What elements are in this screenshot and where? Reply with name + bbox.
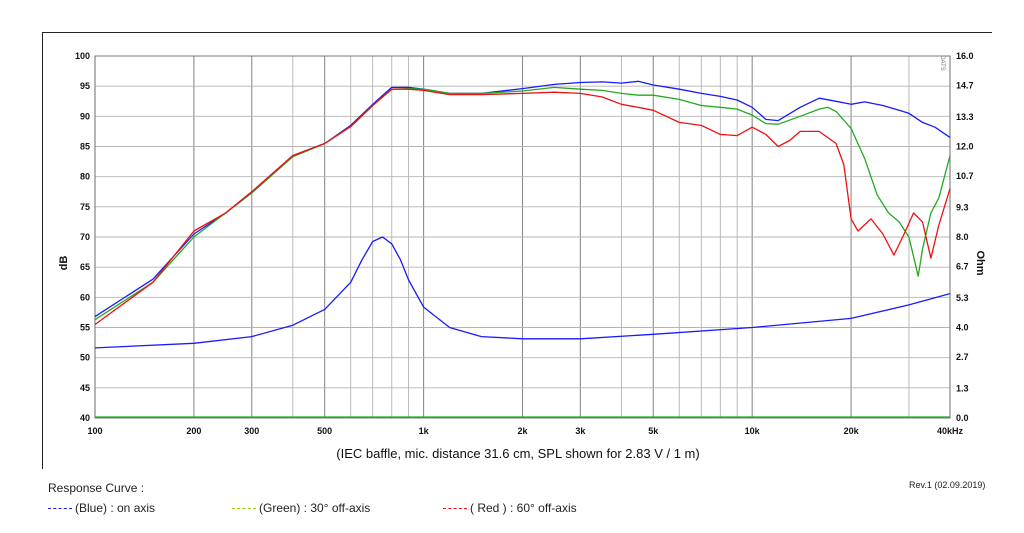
revision-label: Rev.1 (02.09.2019) (909, 480, 986, 490)
x-tick-label: 100 (87, 426, 102, 436)
legend-item-green: (Green) : 30° off-axis (232, 501, 370, 515)
x-tick-label: 300 (244, 426, 259, 436)
legend-label: ( Red ) : 60° off-axis (470, 501, 577, 515)
y-tick-label: 85 (80, 142, 90, 152)
y-tick-label: 70 (80, 232, 90, 242)
y-tick-label: 100 (75, 51, 90, 61)
y2-tick-label: 4.0 (956, 323, 969, 333)
y2-tick-label: 6.7 (956, 261, 969, 271)
y2-tick-label: 5.3 (956, 293, 969, 303)
legend-swatch (48, 508, 72, 510)
y-tick-label: 50 (80, 353, 90, 363)
x-tick-label: 3k (575, 426, 586, 436)
chart-caption: (IEC baffle, mic. distance 31.6 cm, SPL … (336, 446, 699, 461)
y2-tick-label: 1.3 (956, 384, 969, 394)
x-tick-label: 500 (317, 426, 332, 436)
y-tick-label: 80 (80, 172, 90, 182)
x-tick-label: 10k (745, 426, 761, 436)
legend-swatch (232, 508, 256, 510)
y2-tick-label: 12.0 (956, 142, 974, 152)
y2-axis-label-ohm: Ohm (974, 250, 986, 275)
legend-item-red: ( Red ) : 60° off-axis (443, 501, 577, 515)
plot-border (94, 55, 951, 419)
y-tick-label: 65 (80, 262, 90, 272)
legend-label: (Blue) : on axis (75, 501, 156, 515)
y-tick-label: 60 (80, 292, 90, 302)
x-tick-label: 40kHz (937, 426, 964, 436)
dats-logo: DATS (939, 55, 945, 71)
y2-tick-label: 9.3 (956, 203, 969, 213)
legend-swatch (443, 508, 467, 510)
x-tick-label: 20k (844, 426, 860, 436)
chart-curves (94, 80, 951, 418)
legend-label: (Green) : 30° off-axis (259, 501, 371, 515)
y-tick-label: 45 (80, 383, 90, 393)
impedance-curve (94, 236, 951, 349)
y2-tick-label: 13.3 (956, 112, 974, 122)
x-tick-label: 200 (186, 426, 201, 436)
y-axis-label-db: dB (58, 256, 70, 271)
y2-tick-label: 2.7 (956, 352, 969, 362)
frequency-response-chart: 100 200 300 500 1k 2k 3k 5k 10k 20k 40kHz 40 45 50 55 6… (43, 33, 993, 470)
response-curve-2 (94, 88, 951, 326)
y2-tick-label: 10.7 (956, 171, 974, 181)
x-tick-label: 1k (419, 426, 430, 436)
chart-grid (94, 55, 951, 419)
x-tick-label: 2k (517, 426, 528, 436)
y-tick-label: 95 (80, 81, 90, 91)
chart-frame: 100 200 300 500 1k 2k 3k 5k 10k 20k 40kHz 40 45 50 55 6… (42, 32, 993, 470)
y-tick-label: 55 (80, 323, 90, 333)
chart-tick-labels: 100 200 300 500 1k 2k 3k 5k 10k 20k 40kHz 40 45 50 55 6… (75, 51, 974, 436)
y2-tick-label: 16.0 (956, 51, 974, 61)
x-tick-label: 5k (648, 426, 659, 436)
legend-title: Response Curve : (48, 481, 145, 495)
y2-tick-label: 14.7 (956, 80, 974, 90)
legend-item-blue: (Blue) : on axis (48, 501, 155, 515)
y-tick-label: 75 (80, 202, 90, 212)
svg-text:DATS: DATS (939, 55, 945, 71)
y-tick-label: 90 (80, 111, 90, 121)
y2-tick-label: 8.0 (956, 232, 969, 242)
y2-tick-label: 0.0 (956, 413, 969, 423)
y-tick-label: 40 (80, 413, 90, 423)
